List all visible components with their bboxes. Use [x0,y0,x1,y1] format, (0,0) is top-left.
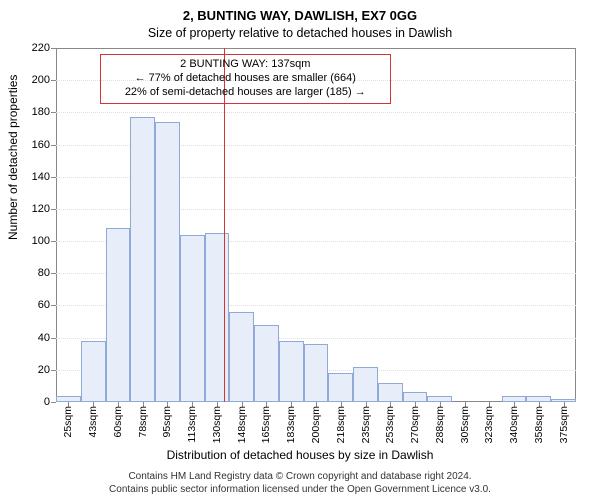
x-tick-label: 323sqm [483,406,495,443]
histogram-bar [106,228,131,402]
x-tick-label: 25sqm [62,406,74,438]
y-tick [51,209,56,210]
gridline [56,112,576,113]
annotation-line: ← 77% of detached houses are smaller (66… [107,72,384,86]
x-tick-label: 340sqm [508,406,520,443]
annotation-line: 22% of semi-detached houses are larger (… [107,86,384,100]
histogram-bar [155,122,180,402]
histogram-bar [81,341,106,402]
histogram-bar [254,325,279,402]
x-tick-label: 305sqm [459,406,471,443]
x-tick-label: 235sqm [360,406,372,443]
footer-line-1: Contains HM Land Registry data © Crown c… [0,471,600,484]
y-tick-label: 180 [32,106,50,118]
x-tick-label: 43sqm [87,406,99,438]
y-tick [51,370,56,371]
y-tick-label: 80 [38,267,50,279]
y-tick [51,112,56,113]
y-tick-label: 140 [32,171,50,183]
x-tick-label: 183sqm [285,406,297,443]
x-tick-label: 60sqm [112,406,124,438]
histogram-bar [304,344,329,402]
histogram-bar [403,392,428,402]
y-tick [51,177,56,178]
y-tick-label: 0 [44,396,50,408]
y-tick [51,145,56,146]
x-tick-label: 95sqm [161,406,173,438]
annotation-line: 2 BUNTING WAY: 137sqm [107,58,384,72]
y-tick [51,402,56,403]
histogram-bar [229,312,254,402]
histogram-bar [353,367,378,402]
y-tick-label: 160 [32,139,50,151]
page-subtitle: Size of property relative to detached ho… [0,23,600,40]
histogram-plot: 02040608010012014016018020022025sqm43sqm… [56,48,576,402]
y-tick [51,48,56,49]
histogram-bar [378,383,403,402]
y-tick-label: 20 [38,364,50,376]
y-tick [51,338,56,339]
x-tick-label: 113sqm [186,406,198,443]
x-tick-label: 78sqm [137,406,149,438]
y-axis-label: Number of detached properties [6,75,20,240]
page-title: 2, BUNTING WAY, DAWLISH, EX7 0GG [0,0,600,23]
x-axis-label: Distribution of detached houses by size … [0,448,600,462]
histogram-bar [205,233,230,402]
y-tick-label: 60 [38,299,50,311]
x-tick-label: 200sqm [310,406,322,443]
x-tick-label: 288sqm [434,406,446,443]
y-tick [51,241,56,242]
y-tick-label: 100 [32,235,50,247]
y-tick-label: 200 [32,74,50,86]
histogram-bar [328,373,353,402]
x-tick-label: 218sqm [335,406,347,443]
attribution-footer: Contains HM Land Registry data © Crown c… [0,471,600,496]
histogram-bar [130,117,155,402]
y-tick-label: 40 [38,332,50,344]
x-tick-label: 358sqm [533,406,545,443]
histogram-bar [279,341,304,402]
y-tick [51,273,56,274]
histogram-bar [180,235,205,402]
y-tick [51,305,56,306]
x-tick-label: 165sqm [260,406,272,443]
x-tick-label: 148sqm [236,406,248,443]
y-tick [51,80,56,81]
footer-line-2: Contains public sector information licen… [0,484,600,497]
annotation-box: 2 BUNTING WAY: 137sqm← 77% of detached h… [100,54,391,103]
x-tick-label: 130sqm [211,406,223,443]
x-tick-label: 375sqm [558,406,570,443]
y-tick-label: 220 [32,42,50,54]
x-tick-label: 270sqm [409,406,421,443]
y-tick-label: 120 [32,203,50,215]
x-tick-label: 253sqm [384,406,396,443]
